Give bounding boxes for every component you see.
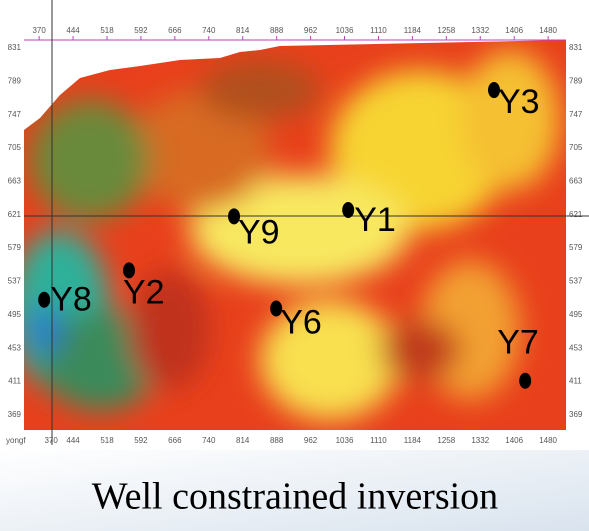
well-label: Y1 bbox=[354, 201, 396, 239]
y-tick-label: 789 bbox=[8, 76, 22, 85]
well-marker bbox=[123, 262, 136, 279]
y-tick-label: 705 bbox=[8, 143, 22, 152]
x-tick-label: 1480 bbox=[539, 436, 557, 445]
x-tick-label: 518 bbox=[100, 436, 114, 445]
y-tick-label: 621 bbox=[8, 210, 22, 219]
y-tick-label: 369 bbox=[8, 410, 22, 419]
x-tick-label: 888 bbox=[270, 436, 284, 445]
caption: Well constrained inversion bbox=[92, 476, 498, 518]
y-tick-label: 621 bbox=[569, 210, 583, 219]
well-label: Y6 bbox=[280, 303, 322, 341]
well-label: Y7 bbox=[497, 324, 539, 362]
x-tick-label: 518 bbox=[100, 26, 114, 35]
y-tick-label: 747 bbox=[569, 110, 583, 119]
x-tick-label: 444 bbox=[66, 436, 80, 445]
x-tick-label: 1332 bbox=[471, 26, 489, 35]
x-tick-label: 1036 bbox=[336, 436, 354, 445]
x-tick-label: 740 bbox=[202, 436, 216, 445]
x-tick-label: 1184 bbox=[404, 436, 422, 445]
x-tick-label: 592 bbox=[134, 26, 148, 35]
x-tick-label: 1258 bbox=[437, 436, 455, 445]
y-tick-label: 453 bbox=[569, 343, 583, 352]
well-marker bbox=[342, 201, 355, 218]
y-tick-label: 495 bbox=[569, 310, 583, 319]
well-label: Y3 bbox=[498, 83, 540, 121]
x-tick-label: 666 bbox=[168, 436, 182, 445]
y-tick-label: 579 bbox=[8, 243, 22, 252]
well-label: Y8 bbox=[50, 281, 92, 319]
well-label: Y9 bbox=[238, 213, 280, 251]
x-tick-label: 370 bbox=[44, 436, 58, 445]
well-marker bbox=[228, 208, 241, 225]
y-tick-label: 663 bbox=[569, 176, 583, 185]
y-tick-label: 453 bbox=[8, 343, 22, 352]
y-tick-label: 579 bbox=[569, 243, 583, 252]
y-tick-label: 831 bbox=[569, 43, 583, 52]
well-marker bbox=[488, 82, 501, 99]
x-tick-label: 814 bbox=[236, 26, 250, 35]
x-tick-label: 444 bbox=[66, 26, 80, 35]
well-marker bbox=[38, 291, 51, 308]
y-tick-label: 789 bbox=[569, 76, 583, 85]
y-tick-label: 537 bbox=[8, 277, 22, 286]
x-tick-label: 1406 bbox=[505, 26, 523, 35]
well-marker bbox=[519, 372, 532, 389]
x-tick-label: 592 bbox=[134, 436, 148, 445]
y-tick-label: 411 bbox=[569, 377, 582, 386]
y-tick-label: 537 bbox=[569, 277, 583, 286]
corner-label: yongf bbox=[6, 436, 26, 445]
x-tick-label: 1332 bbox=[471, 436, 489, 445]
y-tick-label: 705 bbox=[569, 143, 583, 152]
y-tick-label: 663 bbox=[8, 176, 22, 185]
x-tick-label: 962 bbox=[304, 436, 318, 445]
x-tick-label: 814 bbox=[236, 436, 250, 445]
x-tick-label: 1406 bbox=[505, 436, 523, 445]
y-tick-label: 495 bbox=[8, 310, 22, 319]
inversion-image bbox=[24, 40, 566, 430]
x-tick-label: 1480 bbox=[539, 26, 557, 35]
x-tick-label: 962 bbox=[304, 26, 318, 35]
x-tick-label: 1110 bbox=[370, 436, 387, 445]
x-tick-label: 1110 bbox=[370, 26, 387, 35]
x-tick-label: 666 bbox=[168, 26, 182, 35]
well-marker bbox=[270, 300, 283, 317]
y-tick-label: 747 bbox=[8, 110, 22, 119]
x-tick-label: 888 bbox=[270, 26, 284, 35]
x-tick-label: 370 bbox=[32, 26, 46, 35]
x-tick-label: 740 bbox=[202, 26, 216, 35]
x-tick-label: 1184 bbox=[404, 26, 422, 35]
y-tick-label: 369 bbox=[569, 410, 583, 419]
x-tick-label: 1036 bbox=[336, 26, 354, 35]
y-tick-label: 831 bbox=[8, 43, 22, 52]
y-tick-label: 411 bbox=[8, 377, 21, 386]
well-label: Y2 bbox=[123, 273, 165, 311]
caption-background bbox=[0, 450, 589, 531]
x-tick-label: 1258 bbox=[437, 26, 455, 35]
